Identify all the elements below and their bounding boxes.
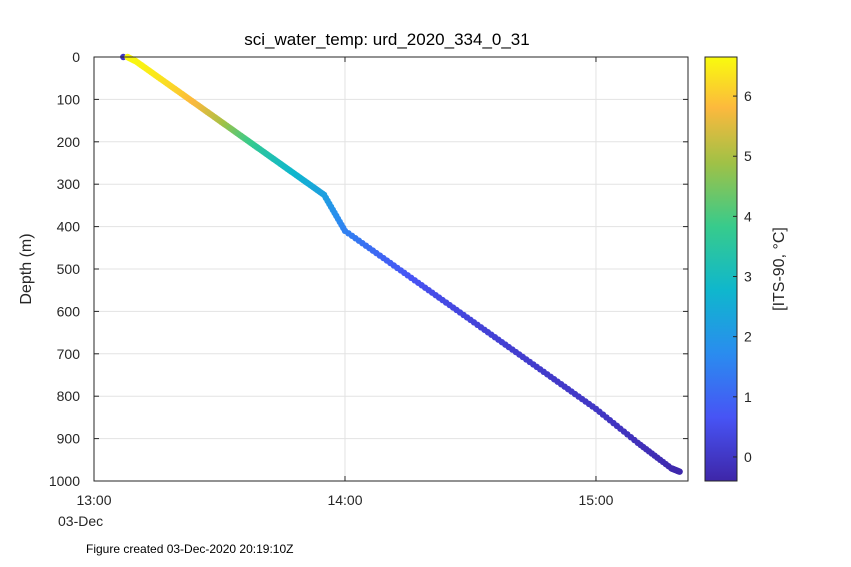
plot-grid [93, 56, 688, 482]
colorbar-tick-label: 1 [744, 389, 752, 405]
x-tick-label: 15:00 [578, 492, 613, 508]
colorbar-gradient [704, 56, 738, 482]
y-tick-label: 500 [57, 261, 81, 277]
y-tick-label: 100 [57, 91, 81, 107]
data-points [120, 53, 683, 475]
colorbar-tick-label: 6 [744, 88, 752, 104]
y-tick-label: 800 [57, 388, 81, 404]
figure-footer: Figure created 03-Dec-2020 20:19:10Z [86, 542, 293, 556]
colorbar: 0 1 2 3 4 5 6 [704, 56, 752, 482]
colorbar-tick-label: 5 [744, 148, 752, 164]
y-tick-label: 900 [57, 431, 81, 447]
colorbar-tick-label: 2 [744, 329, 752, 345]
colorbar-tick-label: 0 [744, 449, 752, 465]
y-tick-label: 700 [57, 346, 81, 362]
y-tick-label: 400 [57, 219, 81, 235]
colorbar-label: [ITS-90, °C] [771, 227, 788, 311]
y-axis: 0 100 200 300 400 500 600 700 800 900 1000 [49, 49, 688, 489]
y-tick-label: 200 [57, 134, 81, 150]
chart-title: sci_water_temp: urd_2020_334_0_31 [244, 30, 529, 49]
y-tick-label: 0 [72, 49, 80, 65]
y-tick-label: 1000 [49, 473, 80, 489]
x-tick-label: 14:00 [327, 492, 362, 508]
y-axis-label: Depth (m) [18, 233, 35, 304]
y-tick-label: 600 [57, 303, 81, 319]
colorbar-tick-label: 3 [744, 269, 752, 285]
x-axis-date-label: 03-Dec [58, 513, 103, 529]
x-tick-label: 13:00 [76, 492, 111, 508]
colorbar-tick-label: 4 [744, 208, 752, 224]
data-point [676, 468, 683, 475]
y-tick-label: 300 [57, 176, 81, 192]
x-axis: 13:00 14:00 15:00 [76, 57, 614, 508]
